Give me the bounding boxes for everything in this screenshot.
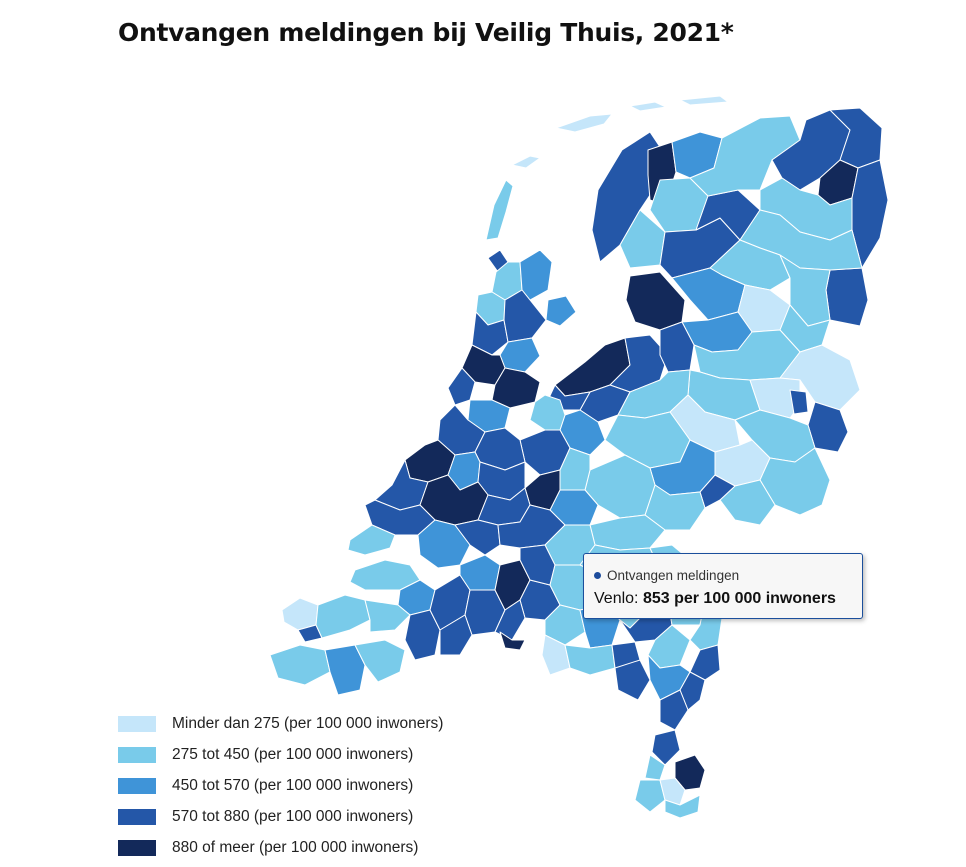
legend-item[interactable]: 275 tot 450 (per 100 000 inwoners) [118, 739, 443, 770]
legend-swatch [118, 808, 156, 825]
region-kempen [541, 634, 571, 676]
region-zuid-beveland-east [364, 599, 411, 633]
region-zuid-limburg-south [664, 794, 701, 819]
region-hoorn [503, 289, 547, 343]
region-zeeuws-vlaanderen-west [269, 644, 331, 686]
region-almelo [789, 389, 809, 415]
region-echt [659, 689, 689, 731]
legend-swatch [118, 839, 156, 856]
legend-label: 570 tot 880 (per 100 000 inwoners) [172, 807, 414, 825]
legend-item[interactable]: 880 of meer (per 100 000 inwoners) [118, 832, 443, 863]
legend-label: 275 tot 450 (per 100 000 inwoners) [172, 745, 414, 763]
legend-item[interactable]: 450 tot 570 (per 100 000 inwoners) [118, 770, 443, 801]
region-west-brabant [459, 554, 501, 591]
legend-label: 880 of meer (per 100 000 inwoners) [172, 838, 419, 856]
region-goirle [494, 599, 526, 641]
region-gooi [529, 394, 566, 431]
region-maastricht [634, 779, 666, 813]
region-baarle [499, 631, 526, 651]
region-medemblik [519, 249, 553, 301]
region-enkhuizen [545, 295, 577, 327]
map-tooltip: Ontvangen meldingen Venlo: 853 per 100 0… [583, 553, 863, 619]
region-beesel [689, 644, 721, 681]
region-zuid-beveland-west [315, 594, 371, 639]
map-legend: Minder dan 275 (per 100 000 inwoners) 27… [118, 708, 443, 863]
region-ameland [629, 101, 667, 112]
region-hulst [354, 639, 406, 683]
legend-label: Minder dan 275 (per 100 000 inwoners) [172, 714, 444, 732]
region-sittard [651, 729, 681, 766]
region-weert [614, 659, 651, 701]
legend-swatch [118, 715, 156, 732]
region-texel [485, 179, 514, 241]
region-hoeksche-waard [417, 519, 471, 569]
tooltip-place: Venlo: [594, 590, 639, 607]
region-schiermonnikoog [679, 95, 729, 106]
tooltip-value: 853 per 100 000 inwoners [642, 590, 836, 607]
tooltip-body: Venlo: 853 per 100 000 inwoners [594, 590, 836, 608]
region-oldambt [825, 267, 869, 327]
region-cranendonck [564, 644, 616, 676]
region-vlieland [511, 155, 541, 169]
tooltip-header: Ontvangen meldingen [594, 568, 739, 583]
legend-swatch [118, 777, 156, 794]
map-title: Ontvangen meldingen bij Veilig Thuis, 20… [118, 18, 734, 47]
region-valkenburg [659, 777, 686, 806]
region-haarlem [447, 367, 476, 406]
legend-item[interactable]: Minder dan 275 (per 100 000 inwoners) [118, 708, 443, 739]
legend-item[interactable]: 570 tot 880 (per 100 000 inwoners) [118, 801, 443, 832]
legend-swatch [118, 746, 156, 763]
region-terschelling [555, 113, 613, 133]
region-alphen-chaam [439, 614, 473, 656]
legend-label: 450 tot 570 (per 100 000 inwoners) [172, 776, 414, 794]
region-walcheren [281, 597, 319, 631]
region-goeree [347, 524, 396, 556]
tooltip-series-name: Ontvangen meldingen [607, 568, 740, 583]
series-dot-icon [594, 572, 601, 579]
